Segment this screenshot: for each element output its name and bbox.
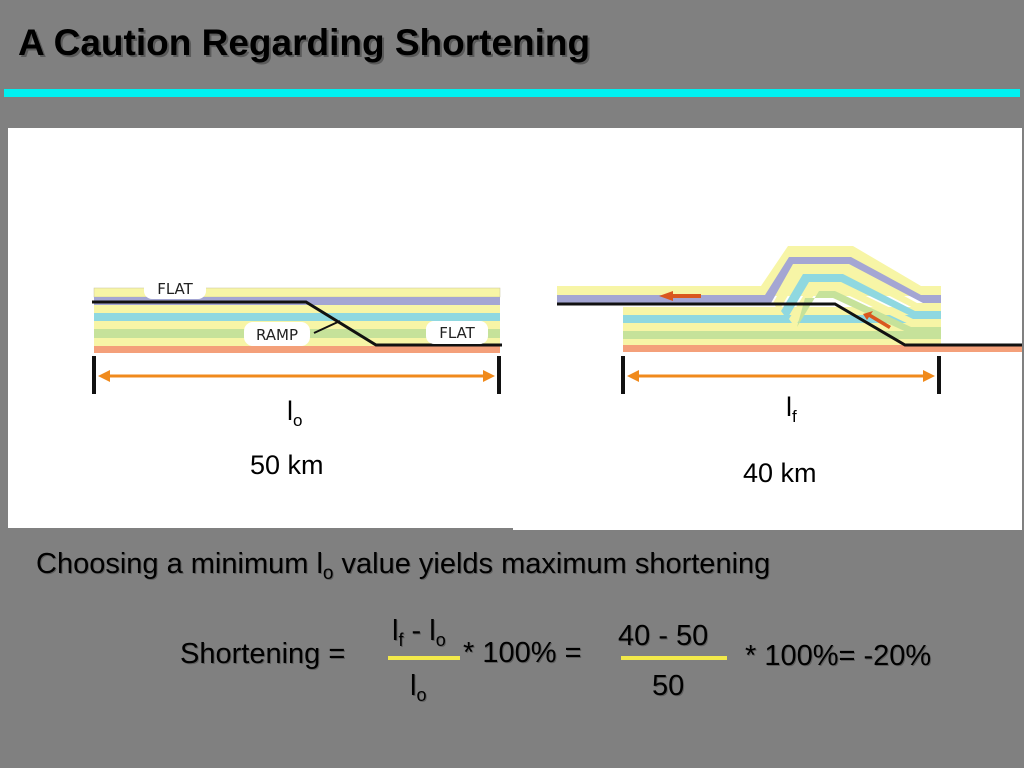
hangingwall-yellow-2 bbox=[773, 265, 941, 311]
footwall-green bbox=[623, 331, 941, 339]
deformed-arrowhead-right bbox=[923, 370, 935, 382]
footwall-yellow-3 bbox=[623, 339, 941, 345]
flat-bottom-label-box bbox=[426, 321, 488, 344]
fraction2-numerator: 40 - 50 bbox=[618, 620, 709, 652]
undeformed-section-panel: FLAT RAMP FLAT lo 50 km bbox=[8, 128, 513, 528]
deformed-section-diagram bbox=[557, 246, 1022, 394]
undeformed-section-diagram: FLAT RAMP FLAT bbox=[92, 277, 502, 394]
length-arrowhead-left bbox=[98, 370, 110, 382]
ramp-label: RAMP bbox=[256, 326, 298, 344]
slip-arrow-ramp bbox=[863, 311, 891, 329]
caption: Choosing a minimum lo value yields maxim… bbox=[36, 548, 771, 584]
slip-arrow-upper bbox=[659, 291, 701, 301]
layer-yellow-2 bbox=[94, 305, 500, 313]
original-length-value: 50 km bbox=[250, 450, 324, 480]
title-underline bbox=[4, 89, 1020, 97]
fraction2-denominator: 50 bbox=[652, 670, 685, 702]
final-length-symbol: lf bbox=[786, 392, 797, 426]
fraction1-bar bbox=[388, 656, 460, 660]
deformed-arrowhead-left bbox=[627, 370, 639, 382]
hangingwall-yellow-3 bbox=[789, 283, 941, 327]
fault-trace bbox=[92, 300, 502, 347]
flat-top-label: FLAT bbox=[157, 280, 193, 298]
ramp-label-box bbox=[244, 322, 310, 346]
fraction1-numerator: lf - lo bbox=[392, 615, 446, 650]
hangingwall-cyan bbox=[781, 274, 941, 319]
footwall-yellow-2 bbox=[623, 323, 941, 331]
layer-cyan bbox=[94, 313, 500, 321]
fraction1-denominator: lo bbox=[410, 670, 427, 705]
fault-trace-deformed bbox=[557, 302, 1022, 347]
flat-top-label-box bbox=[144, 277, 206, 299]
deformed-section-panel: lf 40 km bbox=[513, 128, 1022, 530]
fraction2-bar bbox=[621, 656, 727, 660]
footwall-cyan bbox=[623, 315, 941, 323]
ramp-leader bbox=[313, 320, 341, 334]
flat-bottom-label: FLAT bbox=[439, 324, 475, 342]
equation-result: * 100%= -20% bbox=[745, 640, 932, 672]
hangingwall-purple bbox=[557, 257, 941, 303]
footwall-orange bbox=[623, 345, 1022, 352]
length-arrowhead-right bbox=[483, 370, 495, 382]
slide-title: A Caution Regarding Shortening bbox=[18, 22, 591, 63]
equation-times-100: * 100% = bbox=[463, 637, 582, 669]
final-length-value: 40 km bbox=[743, 458, 817, 488]
equation-lhs: Shortening = bbox=[180, 638, 346, 670]
original-length-symbol: lo bbox=[287, 396, 303, 430]
layer-orange-base bbox=[94, 346, 500, 353]
